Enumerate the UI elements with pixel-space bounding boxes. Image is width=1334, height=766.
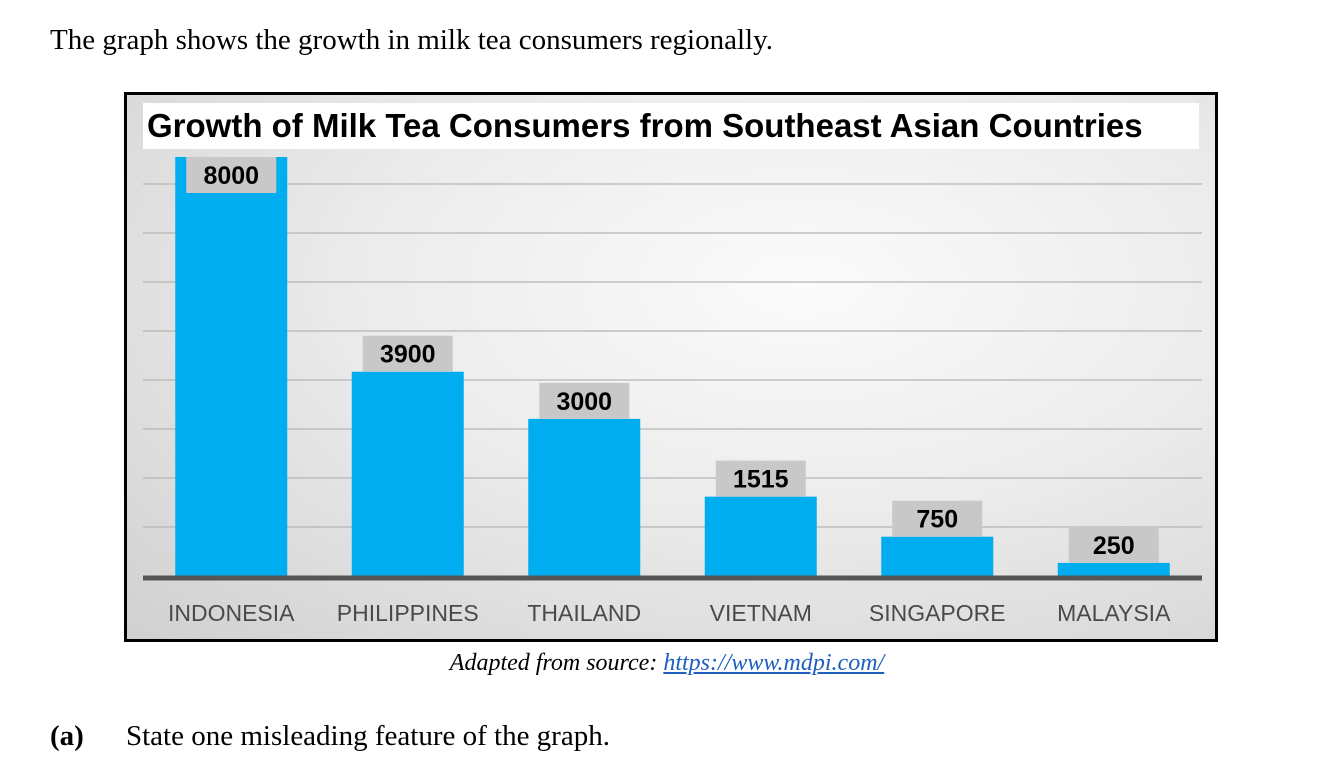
source-link[interactable]: https://www.mdpi.com/ — [663, 650, 885, 676]
source-prefix: Adapted from source — [449, 650, 650, 676]
bar-chart: 8000 INDONESIA 3900 PHILIPPINES 3000 THAILAND… — [124, 92, 1218, 642]
data-label-box — [186, 157, 277, 193]
bar-vietnam — [704, 496, 817, 576]
data-label: 750 — [916, 506, 958, 534]
intro-text: The graph shows the growth in milk tea c… — [50, 24, 773, 56]
category-label: VIETNAM — [710, 600, 812, 626]
category-label: SINGAPORE — [869, 600, 1006, 626]
data-label: 1515 — [733, 466, 789, 494]
source-line: Adapted from source: https://www.mdpi.co… — [0, 650, 1334, 677]
bar-indonesia — [175, 157, 288, 576]
data-label: 3000 — [556, 388, 612, 416]
question-number: (a) — [50, 720, 84, 752]
category-label: MALAYSIA — [1057, 600, 1171, 626]
data-label: 8000 — [203, 162, 259, 190]
data-label-box — [539, 382, 630, 419]
bar-thailand — [528, 418, 641, 576]
data-label: 3900 — [380, 341, 436, 369]
data-label-box — [892, 500, 983, 537]
question-a: (a) State one misleading feature of the g… — [50, 720, 610, 753]
category-label: INDONESIA — [168, 600, 295, 626]
bar-chart-svg: 8000 INDONESIA 3900 PHILIPPINES 3000 THAILAND… — [143, 157, 1202, 626]
data-label-box — [715, 460, 806, 497]
data-label-box — [1068, 526, 1159, 563]
data-label: 250 — [1093, 532, 1135, 560]
bar-malaysia — [1057, 562, 1170, 576]
data-label-box — [362, 335, 453, 372]
category-label: PHILIPPINES — [337, 600, 479, 626]
bar-singapore — [881, 536, 994, 576]
bar-philippines — [351, 371, 464, 576]
question-text: State one misleading feature of the grap… — [126, 720, 610, 752]
category-label: THAILAND — [527, 600, 641, 626]
chart-title: Growth of Milk Tea Consumers from Southe… — [143, 103, 1199, 149]
source-separator: : — [649, 650, 658, 676]
